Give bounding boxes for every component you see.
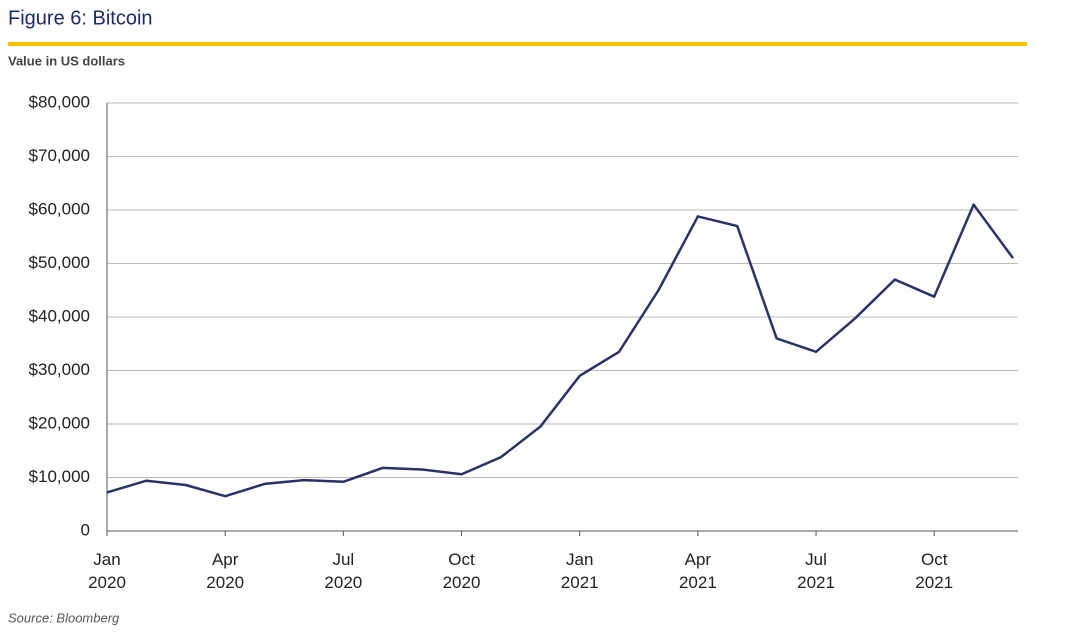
y-tick-label: $10,000 — [29, 467, 90, 486]
y-tick-label: $80,000 — [29, 92, 90, 111]
y-tick-label: $40,000 — [29, 306, 90, 325]
x-tick-label: Jan 2020 — [88, 550, 126, 592]
y-tick-label: $30,000 — [29, 360, 90, 379]
x-tick-label-line: 2020 — [324, 573, 362, 592]
x-tick-label: Jul 2021 — [797, 550, 835, 592]
x-tick-label-line: Apr — [212, 550, 239, 569]
x-tick-label-line: 2021 — [915, 573, 953, 592]
x-tick-label: Oct 2021 — [915, 550, 953, 592]
x-tick-label: Apr 2020 — [206, 550, 244, 592]
y-tick-label: $20,000 — [29, 413, 90, 432]
x-tick-label-line: Oct — [448, 550, 475, 569]
y-tick-label: $50,000 — [29, 253, 90, 272]
y-tick-label: $70,000 — [29, 146, 90, 165]
subtitle: Value in US dollars — [8, 53, 125, 68]
title-rule — [8, 42, 1027, 46]
x-tick-label-line: Apr — [685, 550, 712, 569]
x-tick-label-line: Oct — [921, 550, 948, 569]
y-tick-label: 0 — [81, 520, 90, 539]
x-tick-label: Jul 2020 — [324, 550, 362, 592]
x-tick-label-line: 2021 — [797, 573, 835, 592]
x-tick-label-line: 2020 — [88, 573, 126, 592]
price-line — [106, 203, 1015, 498]
x-tick-label: Oct 2020 — [443, 550, 481, 592]
source: Source: Bloomberg — [8, 610, 120, 625]
x-tick-label-line: Jan — [93, 550, 120, 569]
x-tick-label-line: Jan — [566, 550, 593, 569]
x-tick-label-line: 2020 — [443, 573, 481, 592]
y-tick-label: $60,000 — [29, 199, 90, 218]
x-tick-label-line: Jul — [805, 550, 827, 569]
x-tick-label-line: 2020 — [206, 573, 244, 592]
x-tick-label: Jan 2021 — [561, 550, 599, 592]
chart-title: Figure 6: Bitcoin — [8, 7, 153, 29]
x-tick-label: Apr 2021 — [679, 550, 717, 592]
x-tick-label-line: 2021 — [561, 573, 599, 592]
x-tick-label-line: 2021 — [679, 573, 717, 592]
x-tick-label-line: Jul — [332, 550, 354, 569]
